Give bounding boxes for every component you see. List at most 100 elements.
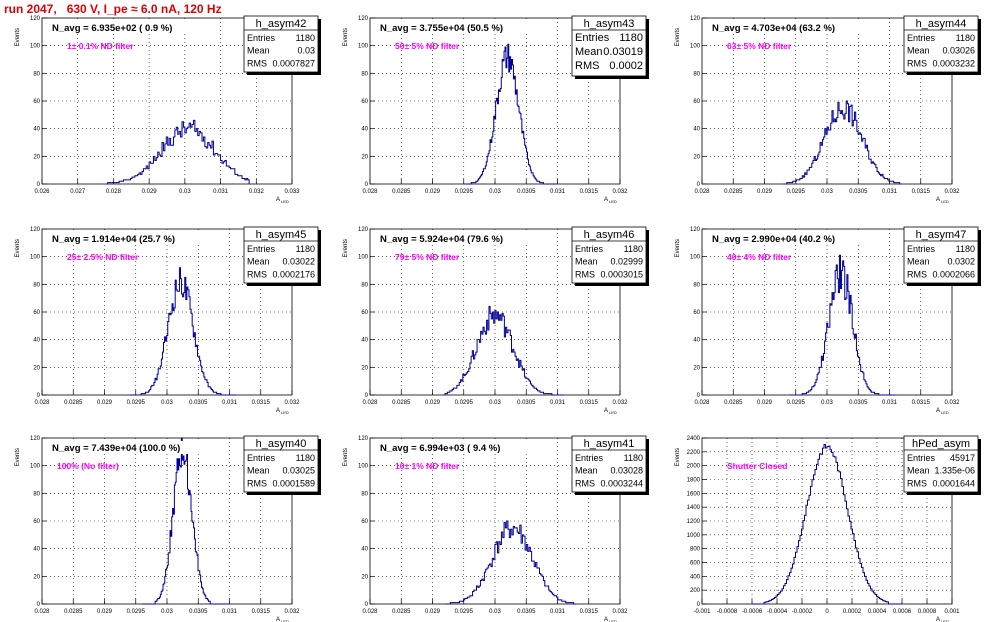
y-tick-label: 0 [37, 182, 41, 188]
x-tick-label: 0.0295 [455, 400, 474, 406]
stats-value-rms: 0.0002 [609, 60, 643, 72]
stats-box-frame [903, 435, 979, 493]
y-tick-label: 20 [361, 574, 368, 580]
stats-box-title: hPed_asym [912, 438, 970, 450]
stats-box-title: h_asym42 [256, 18, 307, 30]
x-tick-label: 0.028 [362, 189, 378, 195]
x-axis-title-sub: LED [281, 619, 289, 622]
stats-value-rms: 0.0002066 [932, 269, 975, 279]
x-tick-label: 0.032 [249, 189, 265, 195]
navg-label: N_avg = 6.994e+03 ( 9.4 %) [380, 443, 500, 454]
stats-key-mean: Mean [247, 257, 270, 267]
x-tick-label: 0.032 [612, 609, 628, 615]
x-tick-label: 0.0285 [724, 400, 743, 406]
x-tick-label: 0.0305 [189, 400, 208, 406]
histogram-h_asym43 [463, 43, 558, 185]
stats-box: h_asym45 Entries 1180 Mean 0.03022 RMS 0.00021… [243, 226, 321, 286]
y-tick-label: 120 [30, 436, 41, 442]
stats-box: h_asym46 Entries 1180 Mean 0.02999 RMS 0.00030… [571, 226, 649, 286]
histogram-h_asym45 [129, 267, 236, 396]
panel-hPed_asym: -0.001 -0.0008 -0.0006 -0.0004 -0.0002 0 0.000… [675, 435, 981, 622]
stats-key-entries: Entries [907, 453, 936, 463]
x-tick-label: 0.0285 [392, 189, 411, 195]
x-tick-label: 0.031 [882, 400, 898, 406]
y-tick-label: 40 [361, 338, 368, 344]
x-tick-label: 0.029 [757, 189, 773, 195]
stats-key-entries: Entries [575, 244, 604, 254]
y-tick-label: 0 [697, 602, 701, 608]
x-tick-label: 0.029 [97, 609, 113, 615]
x-tick-label: 0.028 [362, 609, 378, 615]
x-tick-label: 0.0295 [127, 400, 146, 406]
stats-key-mean: Mean [247, 46, 270, 56]
stats-value-entries: 1180 [296, 453, 315, 463]
x-axis-title: A [604, 617, 608, 622]
stats-value-mean: 0.03028 [610, 466, 643, 476]
stats-box-frame [903, 15, 979, 73]
stats-key-rms: RMS [247, 478, 267, 488]
panel-h_asym47: 0.028 0.0285 0.029 0.0295 0.03 0.0305 0.031 0.0… [675, 226, 981, 415]
y-tick-label: 20 [693, 365, 700, 371]
stats-value-entries: 1180 [624, 453, 643, 463]
stats-value-mean: 1.335e-06 [934, 466, 975, 476]
y-tick-label: 0 [37, 393, 41, 399]
y-tick-label: 20 [361, 365, 368, 371]
stats-key-rms: RMS [907, 58, 927, 68]
y-tick-label: 60 [361, 99, 368, 105]
x-tick-label: 0.033 [284, 189, 300, 195]
stats-box-title: h_asym46 [584, 229, 635, 241]
stats-key-rms: RMS [575, 478, 595, 488]
x-tick-label: 0.032 [612, 400, 628, 406]
y-tick-label: 80 [361, 282, 368, 288]
y-tick-label: 200 [690, 588, 701, 594]
x-tick-label: 0.03 [821, 400, 833, 406]
x-tick-label: 0.0285 [64, 400, 83, 406]
y-tick-label: 0 [365, 393, 369, 399]
stats-key-entries: Entries [247, 33, 276, 43]
y-tick-label: 40 [693, 338, 700, 344]
y-tick-label: 100 [30, 255, 41, 261]
stats-key-mean: Mean [575, 257, 598, 267]
y-tick-label: 60 [693, 99, 700, 105]
y-tick-label: 120 [30, 16, 41, 22]
filter-label: 50± 5% ND filter [395, 41, 460, 51]
stats-key-entries: Entries [247, 244, 276, 254]
x-tick-label: -0.0008 [717, 609, 738, 615]
stats-box-frame [571, 435, 647, 493]
y-tick-label: 120 [30, 227, 41, 233]
y-tick-label: 60 [361, 310, 368, 316]
y-tick-label: 80 [693, 282, 700, 288]
x-tick-label: 0.0305 [849, 189, 868, 195]
x-tick-label: 0.0004 [868, 609, 887, 615]
stats-box: h_asym40 Entries 1180 Mean 0.03025 RMS 0.00015… [243, 435, 321, 495]
y-tick-label: 40 [361, 547, 368, 553]
y-tick-label: 20 [693, 154, 700, 160]
y-tick-label: 120 [358, 436, 369, 442]
x-tick-label: 0.0295 [787, 189, 806, 195]
y-tick-label: 1400 [687, 505, 701, 511]
x-tick-label: 0.032 [944, 189, 960, 195]
stats-key-entries: Entries [907, 33, 936, 43]
navg-label-bg [378, 232, 528, 245]
x-tick-label: 0.0295 [787, 400, 806, 406]
stats-key-entries: Entries [575, 453, 604, 463]
x-tick-label: 0.028 [106, 189, 122, 195]
y-tick-label: 40 [361, 127, 368, 133]
navg-label-bg [50, 441, 200, 454]
x-axis-title-sub: LED [609, 199, 617, 204]
navg-label: N_avg = 1.914e+04 (25.7 %) [52, 234, 175, 245]
y-tick-label: 40 [33, 127, 40, 133]
y-tick-label: 80 [361, 71, 368, 77]
stats-value-rms: 0.0002176 [272, 269, 315, 279]
y-tick-label: 60 [33, 310, 40, 316]
stats-box: h_asym47 Entries 1180 Mean 0.0302 RMS 0.000206… [903, 226, 981, 286]
navg-label-bg [50, 21, 200, 34]
y-tick-label: 2400 [687, 436, 701, 442]
x-axis-title-sub: LED [941, 199, 949, 204]
y-tick-label: 100 [690, 255, 701, 261]
x-tick-label: 0.028 [694, 400, 710, 406]
x-tick-label: 0.028 [34, 400, 50, 406]
y-tick-label: 0 [697, 393, 701, 399]
x-tick-label: -0.0006 [742, 609, 763, 615]
x-axis-title-sub: LED [941, 410, 949, 415]
